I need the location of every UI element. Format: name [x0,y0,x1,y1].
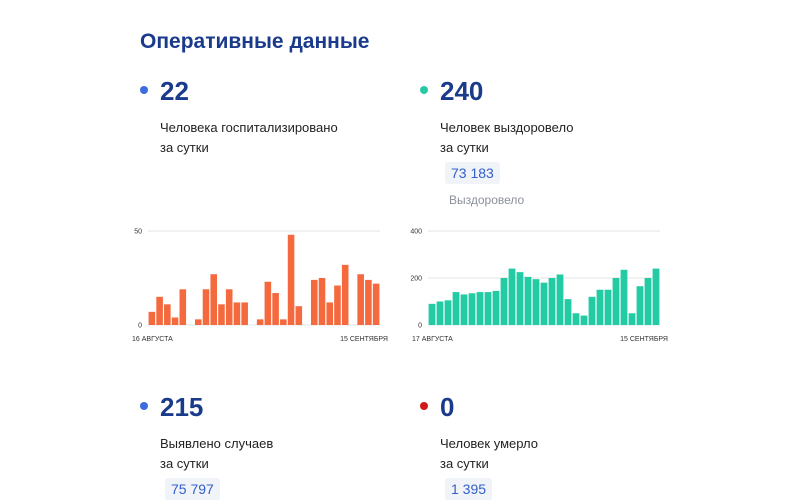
deaths-value: 0 [440,392,455,422]
cases-label-line2: за сутки [160,456,209,471]
stat-deaths: 0 Человек умерло за сутки 1 395 [420,392,660,500]
bar [556,274,564,325]
bar [444,300,452,325]
bar [452,292,460,325]
hospitalized-value: 22 [160,76,189,106]
bar [564,299,572,325]
bar [210,274,218,325]
y-tick-label: 50 [134,229,142,236]
bar [372,283,380,325]
bar [179,289,187,325]
bar [436,301,444,325]
cases-total-chip: 75 797 [165,478,220,500]
bar [580,315,588,325]
bar [524,276,532,325]
y-tick-label: 0 [418,323,422,330]
bar [428,303,436,325]
hospitalized-chart-svg: 0 50 16 АВГУСТА 15 СЕНТЯБРЯ [132,229,388,344]
bar [202,289,210,325]
bar [620,269,628,325]
bar [241,302,248,325]
bar [233,302,241,325]
bar [365,279,372,325]
bar [484,292,492,325]
bar [295,306,303,325]
hospitalized-label-line2: за сутки [160,140,209,155]
y-tick-label: 0 [138,323,142,330]
bar [334,285,341,325]
x-start-label: 17 АВГУСТА [412,336,453,343]
hospitalized-chart: 0 50 16 АВГУСТА 15 СЕНТЯБРЯ [128,224,390,348]
deaths-label-line2: за сутки [440,456,489,471]
bar [628,313,636,325]
recovered-label-line2: за сутки [440,140,489,155]
recovered-total-chip: 73 183 [445,162,500,184]
bullet-dot [420,86,428,94]
bar [492,290,500,325]
hospitalized-label: Человека госпитализировано за сутки [160,118,338,158]
recovered-chart-svg: 0 200 400 17 АВГУСТА 15 СЕНТЯБРЯ [410,229,668,344]
bullet-dot [420,402,428,410]
bar [156,296,163,325]
bar [194,319,202,325]
x-start-label: 16 АВГУСТА [132,336,173,343]
bar [310,279,318,325]
recovered-total-caption: Выздоровело [449,193,525,207]
recovered-label-line1: Человек выздоровело [440,120,574,135]
deaths-label: Человек умерло за сутки [440,434,538,474]
bar [572,313,580,325]
bar [280,319,287,325]
bar [644,278,652,325]
bar [532,279,540,325]
bar [500,278,508,325]
deaths-label-line1: Человек умерло [440,436,538,451]
bar [171,317,179,325]
bar [612,278,620,325]
stat-recovered: 240 Человек выздоровело за сутки 73 183 … [420,76,680,211]
bar [468,293,476,325]
hospitalized-label-line1: Человека госпитализировано [160,120,338,135]
bar [287,234,295,325]
bar [264,281,272,325]
bar [540,282,548,325]
recovered-chart: 0 200 400 17 АВГУСТА 15 СЕНТЯБРЯ [408,224,670,348]
bar [318,278,326,325]
x-end-label: 15 СЕНТЯБРЯ [620,336,668,343]
deaths-total-chip: 1 395 [445,478,493,500]
y-tick-label: 200 [410,276,422,283]
bar [225,289,233,325]
bar [652,268,660,325]
stat-hospitalized: 22 Человека госпитализировано за сутки [140,76,380,155]
bar [164,304,171,325]
bullet-dot [140,402,148,410]
page-title: Оперативные данные [140,30,370,53]
bar [272,293,279,325]
bar [516,272,524,325]
bar [218,304,225,325]
bar [148,311,156,325]
cases-label: Выявлено случаев за сутки [160,434,273,474]
bar [341,264,349,325]
recovered-label: Человек выздоровело за сутки [440,118,573,158]
bar [636,286,644,325]
bar [460,294,468,325]
bar [548,278,556,325]
bar [604,289,612,325]
bullet-dot [140,86,148,94]
bar [256,319,264,325]
bar [588,296,596,325]
cases-label-line1: Выявлено случаев [160,436,274,451]
recovered-value: 240 [440,76,484,106]
bar [476,292,484,325]
y-tick-label: 400 [410,229,422,236]
stat-cases: 215 Выявлено случаев за сутки 75 797 [140,392,380,500]
bar [357,274,364,325]
bar [326,302,334,325]
x-end-label: 15 СЕНТЯБРЯ [340,336,388,343]
bar [596,289,604,325]
cases-value: 215 [160,392,204,422]
bar [508,268,516,325]
